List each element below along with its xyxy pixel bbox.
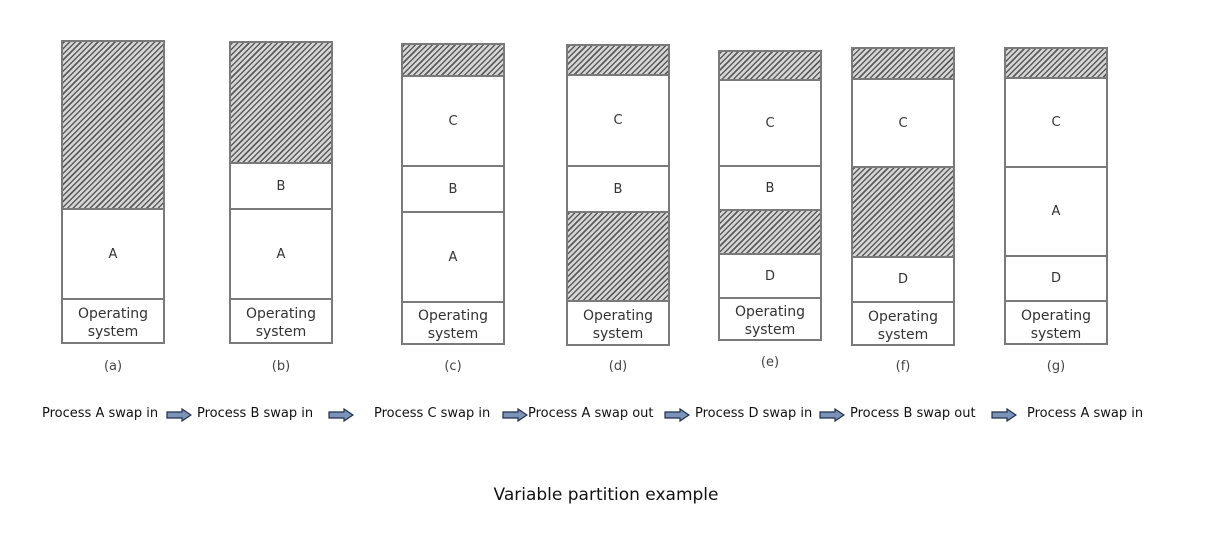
free-hole (568, 46, 668, 74)
os-label: Operating system (418, 308, 488, 342)
process-partition: B (568, 165, 668, 211)
process-partition: A (1006, 166, 1106, 255)
right-arrow-icon (664, 408, 690, 422)
os-label: Operating system (1021, 307, 1091, 342)
diagram-title: Variable partition example (493, 485, 719, 505)
free-hole (853, 49, 953, 78)
column-caption: (a) (103, 359, 123, 374)
os-label: Operating system (583, 308, 653, 342)
free-hole (63, 42, 163, 208)
step-label: Process A swap in (1027, 406, 1144, 421)
step-label: Process B swap in (197, 406, 314, 421)
process-partition: D (720, 253, 820, 297)
free-hole (1006, 49, 1106, 77)
os-label: Operating system (78, 306, 148, 340)
operating-system-partition: Operating system (568, 300, 668, 348)
process-partition: A (63, 208, 163, 298)
process-partition: D (853, 256, 953, 301)
os-label: Operating system (868, 308, 938, 343)
column-caption: (f) (895, 359, 911, 374)
step-label: Process B swap out (850, 406, 976, 421)
os-label: Operating system (735, 304, 805, 338)
column-caption: (d) (608, 359, 628, 374)
column-caption: (c) (444, 359, 462, 374)
free-hole (853, 166, 953, 256)
right-arrow-icon (166, 408, 192, 422)
operating-system-partition: Operating system (403, 301, 503, 347)
step-label: Process A swap out (528, 406, 654, 421)
process-partition: C (720, 79, 820, 165)
operating-system-partition: Operating system (720, 297, 820, 343)
operating-system-partition: Operating system (63, 298, 163, 346)
process-partition: C (568, 74, 668, 165)
column-caption: (e) (760, 355, 780, 370)
step-label: Process C swap in (374, 406, 491, 421)
column-caption: (g) (1046, 359, 1066, 374)
memory-column: A Operating system (61, 40, 165, 344)
process-partition: C (1006, 77, 1106, 166)
memory-column: C B D Operating system (718, 50, 822, 341)
os-label: Operating system (246, 306, 316, 340)
process-partition: B (720, 165, 820, 209)
right-arrow-icon (819, 408, 845, 422)
memory-column: C B A Operating system (401, 43, 505, 345)
step-label: Process A swap in (42, 406, 159, 421)
memory-column: C B Operating system (566, 44, 670, 346)
right-arrow-icon (502, 408, 528, 422)
operating-system-partition: Operating system (231, 298, 331, 346)
process-partition: A (231, 208, 331, 298)
process-partition: A (403, 211, 503, 301)
memory-column: C A D Operating system (1004, 47, 1108, 345)
process-partition: D (1006, 255, 1106, 300)
free-hole (720, 209, 820, 253)
step-label: Process D swap in (695, 406, 813, 421)
column-caption: (b) (271, 359, 291, 374)
operating-system-partition: Operating system (1006, 300, 1106, 347)
right-arrow-icon (328, 408, 354, 422)
free-hole (568, 211, 668, 300)
memory-column: B A Operating system (229, 41, 333, 344)
process-partition: C (403, 75, 503, 165)
memory-column: C D Operating system (851, 47, 955, 346)
process-partition: C (853, 78, 953, 166)
right-arrow-icon (991, 408, 1017, 422)
process-partition: B (403, 165, 503, 211)
process-partition: B (231, 162, 331, 208)
free-hole (720, 52, 820, 79)
free-hole (403, 45, 503, 75)
operating-system-partition: Operating system (853, 301, 953, 348)
free-hole (231, 43, 331, 162)
